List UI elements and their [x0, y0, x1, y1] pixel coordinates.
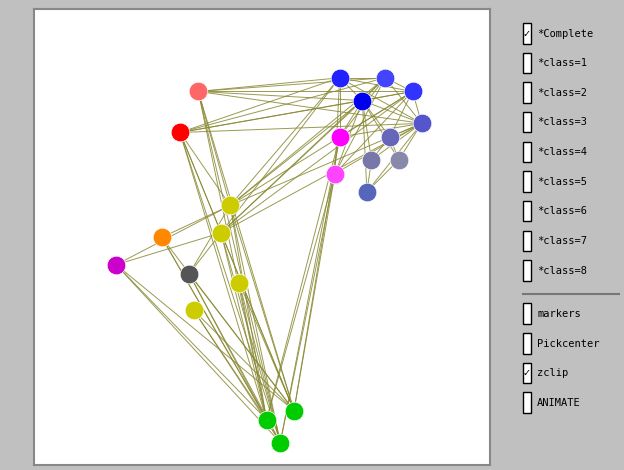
Point: [225, 202, 235, 209]
Point: [334, 133, 344, 141]
Point: [175, 129, 185, 136]
Point: [234, 279, 244, 287]
Text: *class=6: *class=6: [537, 206, 587, 216]
Bar: [523, 392, 530, 413]
Text: *class=3: *class=3: [537, 118, 587, 127]
Point: [188, 306, 198, 314]
Text: *Complete: *Complete: [537, 29, 593, 39]
Point: [289, 407, 299, 415]
Point: [385, 133, 395, 141]
Text: *class=8: *class=8: [537, 266, 587, 275]
Point: [366, 156, 376, 164]
Bar: [523, 141, 530, 162]
Bar: [523, 304, 530, 324]
Point: [330, 170, 340, 177]
Bar: [523, 363, 530, 383]
Point: [193, 88, 203, 95]
Text: *class=4: *class=4: [537, 147, 587, 157]
Text: ANIMATE: ANIMATE: [537, 398, 581, 408]
Point: [394, 156, 404, 164]
Bar: [523, 171, 530, 192]
Text: *class=1: *class=1: [537, 58, 587, 68]
Bar: [523, 112, 530, 133]
Point: [157, 234, 167, 241]
Point: [275, 439, 285, 446]
Point: [111, 261, 121, 268]
Text: markers: markers: [537, 309, 581, 319]
Point: [358, 97, 368, 104]
Point: [261, 416, 271, 423]
Text: ✓: ✓: [523, 29, 531, 39]
Bar: [523, 333, 530, 353]
Text: zclip: zclip: [537, 368, 568, 378]
Text: ✓: ✓: [523, 368, 531, 378]
Bar: [523, 230, 530, 251]
Text: Pickcenter: Pickcenter: [537, 338, 600, 349]
Point: [184, 270, 194, 278]
Point: [216, 229, 226, 236]
Bar: [523, 53, 530, 73]
Text: *class=7: *class=7: [537, 236, 587, 246]
Text: *class=5: *class=5: [537, 177, 587, 187]
Bar: [523, 82, 530, 103]
Bar: [523, 23, 530, 44]
Point: [380, 74, 390, 82]
Point: [417, 120, 427, 127]
Bar: [523, 260, 530, 281]
Point: [334, 74, 344, 82]
Bar: [523, 201, 530, 221]
Point: [362, 188, 372, 196]
Point: [407, 88, 417, 95]
Text: *class=2: *class=2: [537, 88, 587, 98]
